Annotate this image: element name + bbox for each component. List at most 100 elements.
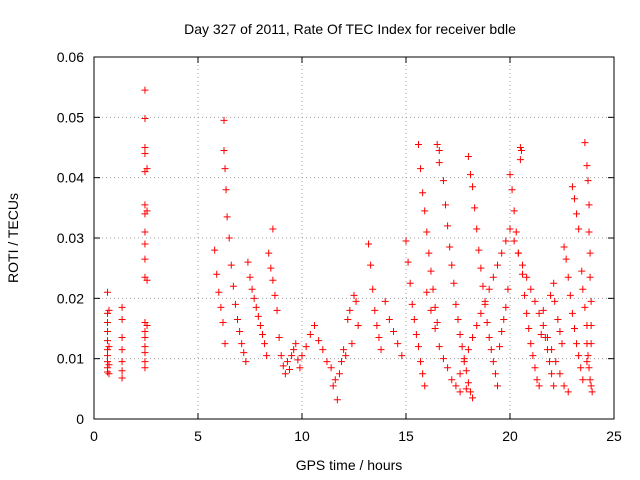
roti-point (143, 207, 151, 215)
roti-point (283, 358, 291, 366)
roti-point (118, 334, 126, 342)
roti-point (469, 334, 477, 342)
roti-point (104, 346, 112, 354)
roti-point (527, 340, 535, 348)
roti-point (141, 334, 149, 342)
roti-point (250, 294, 258, 302)
roti-point (143, 165, 151, 173)
roti-point (419, 370, 427, 378)
x-axis-label: GPS time / hours (296, 457, 403, 473)
roti-point (105, 306, 113, 314)
roti-point (385, 315, 393, 323)
roti-point (406, 279, 414, 287)
roti-point (315, 337, 323, 345)
roti-point (141, 228, 149, 236)
roti-point (352, 297, 360, 305)
roti-point (535, 382, 543, 390)
roti-point (473, 225, 481, 233)
roti-point (525, 325, 533, 332)
roti-point (258, 331, 266, 339)
roti-point (514, 249, 522, 257)
roti-point (222, 186, 230, 194)
roti-point (550, 279, 558, 287)
roti-point (105, 361, 113, 369)
roti-point (466, 171, 474, 179)
roti-point (487, 346, 495, 354)
roti-point (256, 321, 264, 329)
roti-point (529, 352, 537, 360)
roti-point (556, 328, 564, 336)
roti-point (367, 261, 375, 269)
roti-point (331, 376, 339, 384)
roti-point (354, 321, 362, 329)
roti-point (570, 325, 578, 332)
roti-point (471, 204, 479, 212)
roti-point (141, 255, 149, 263)
roti-point (431, 303, 439, 311)
roti-point (296, 364, 304, 372)
roti-point (546, 358, 554, 366)
roti-point (584, 352, 592, 360)
roti-point (448, 261, 456, 269)
roti-point (558, 340, 566, 348)
roti-point (302, 343, 310, 351)
roti-point (104, 368, 112, 376)
roti-point (456, 388, 464, 396)
roti-point (575, 225, 583, 233)
roti-point (479, 282, 487, 290)
roti-point (105, 370, 113, 378)
x-tick-label: 20 (502, 428, 518, 444)
roti-point (221, 165, 229, 173)
roti-point (578, 267, 586, 275)
roti-point (104, 358, 112, 366)
roti-point (485, 285, 493, 293)
roti-point (510, 237, 518, 245)
roti-point (248, 285, 256, 293)
roti-point (581, 303, 589, 311)
roti-point (575, 352, 583, 360)
roti-point (568, 183, 576, 191)
roti-point (211, 246, 219, 254)
roti-point (404, 258, 412, 266)
roti-point (464, 379, 472, 387)
roti-point (512, 228, 520, 236)
roti-point (429, 285, 437, 293)
roti-point (417, 358, 425, 366)
roti-point (446, 243, 454, 251)
roti-point (521, 291, 529, 299)
roti-point (587, 382, 595, 390)
roti-point (333, 396, 341, 404)
roti-point (261, 340, 269, 348)
roti-point (375, 334, 383, 342)
roti-point (564, 388, 572, 396)
roti-point (104, 352, 112, 360)
roti-point (518, 270, 526, 278)
roti-point (554, 315, 562, 323)
roti-point (539, 321, 547, 329)
roti-point (423, 228, 431, 236)
roti-point (141, 201, 149, 209)
roti-point (517, 147, 525, 155)
roti-point (238, 340, 246, 348)
roti-point (454, 315, 462, 323)
roti-point (573, 210, 581, 218)
roti-point (390, 328, 398, 336)
y-tick-label: 0.01 (57, 351, 84, 367)
roti-point (483, 318, 491, 326)
roti-point (496, 343, 504, 351)
roti-point (267, 264, 275, 272)
roti-point (586, 249, 594, 257)
roti-point (217, 303, 225, 311)
roti-point (491, 370, 499, 378)
roti-point (141, 358, 149, 366)
roti-point (584, 177, 592, 185)
roti-point (104, 309, 112, 317)
roti-point (254, 312, 262, 320)
y-tick-label: 0.05 (57, 109, 84, 125)
roti-point (481, 297, 489, 305)
axis-ticks: 0 5 10 15 20 25 0 0.01 0.02 0.03 0.04 0.05 0.06 (57, 49, 622, 444)
roti-point (377, 346, 385, 354)
roti-point (552, 358, 560, 366)
roti-point (586, 376, 594, 384)
x-tick-label: 15 (398, 428, 414, 444)
